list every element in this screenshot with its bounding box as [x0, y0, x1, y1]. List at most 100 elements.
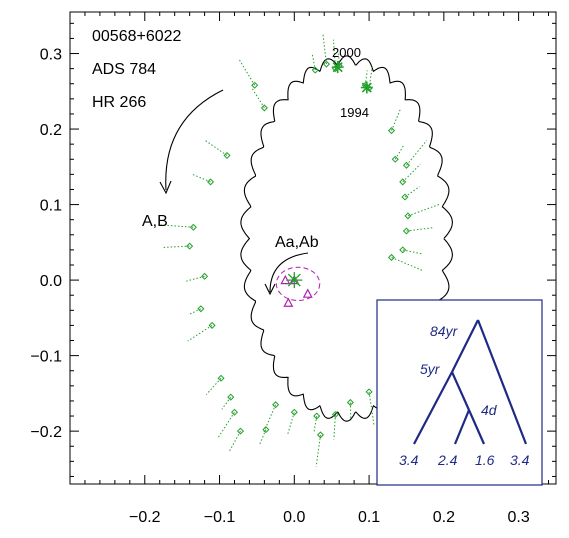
observation-point [331, 410, 339, 419]
residual-line [251, 88, 265, 109]
observation-point [391, 155, 399, 163]
y-tick-label: −0.1 [30, 349, 62, 366]
inner-orbit-label: Aa,Ab [275, 234, 319, 251]
observation-point [217, 374, 225, 382]
inset-level-4d: 4d [481, 402, 498, 418]
inset-level-5yr: 5yr [420, 361, 441, 377]
residual-line [394, 144, 405, 160]
inner-orbit-curve [275, 266, 321, 301]
outer-orbit-label: A,B [142, 213, 168, 230]
residual-line [322, 33, 327, 65]
epoch-label-2000: 2000 [332, 45, 361, 60]
observation-point [322, 60, 330, 68]
residual-line [238, 59, 256, 86]
plot-frame-layer: −0.2 −0.1 0.0 0.1 0.2 0.3 −0.2 −0.1 0.0 0.1 0.2 0.3 [30, 11, 557, 526]
residual-line [391, 256, 423, 272]
y-tick-label: 0.0 [40, 273, 62, 290]
observation-point [387, 253, 396, 261]
inner-arrow-head [264, 283, 276, 296]
residual-line [221, 396, 232, 410]
inner-measure [302, 288, 313, 298]
inset-leaf-1: 3.4 [399, 452, 419, 468]
inset-leaf-4: 3.4 [510, 452, 530, 468]
observation-point [399, 246, 407, 254]
y-tick-label: 0.1 [40, 198, 62, 215]
inset-branch-5yr [413, 371, 471, 445]
observation-point [401, 193, 409, 201]
residual-line [228, 430, 241, 452]
observation-point [316, 431, 325, 439]
epoch-label-1994: 1994 [340, 105, 369, 120]
residual-line [187, 308, 202, 316]
observation-point [387, 127, 396, 135]
residual-line [184, 275, 205, 283]
residual-line [161, 245, 190, 248]
observation-point [260, 104, 268, 112]
observations-layer [158, 33, 440, 467]
residual-line [313, 415, 318, 433]
observation-point [346, 398, 354, 406]
inset-leaf-2: 2.4 [437, 452, 458, 468]
residual-line [404, 186, 420, 198]
observation-point [236, 427, 245, 435]
observation-point [197, 305, 205, 313]
residual-line [205, 377, 222, 395]
x-tick-label: 0.1 [358, 509, 380, 526]
observation-point [365, 388, 373, 396]
residual-line [407, 204, 440, 217]
title-line-2: ADS 784 [92, 61, 156, 78]
x-tick-label: −0.1 [204, 509, 236, 526]
residual-line [191, 173, 211, 183]
x-tick-label: 0.0 [283, 509, 305, 526]
observation-point [227, 393, 235, 401]
residual-line [338, 51, 340, 66]
primary-star-marker [286, 272, 303, 289]
epoch-marker [331, 61, 344, 74]
epoch-marker [360, 81, 373, 94]
inner-motion-arrow [269, 252, 309, 293]
inset-branch-84yr [451, 319, 528, 445]
observation-point [251, 81, 259, 89]
residual-line [315, 434, 321, 467]
plot-frame [69, 11, 557, 485]
residual-line [333, 414, 336, 440]
y-tick-label: 0.3 [40, 47, 62, 64]
observation-point [189, 223, 197, 231]
observation-point [399, 178, 407, 186]
title-line-1: 00568+6022 [92, 28, 182, 45]
residual-line [259, 429, 267, 445]
residual-line [364, 70, 368, 86]
observation-point [208, 321, 216, 329]
inset-frame [376, 299, 543, 486]
inset-branch-4d [453, 409, 486, 445]
x-tick-label: 0.3 [507, 509, 529, 526]
observation-point [402, 227, 410, 235]
inset-leaf-3: 1.6 [475, 452, 495, 468]
observation-point [272, 401, 280, 409]
residual-line [187, 324, 213, 342]
observation-point [186, 242, 194, 250]
observation-point [230, 408, 239, 416]
observation-point [313, 412, 321, 420]
observation-point [404, 212, 412, 220]
observation-point [290, 408, 298, 416]
residual-line [406, 227, 433, 232]
outer-arrow-head [159, 180, 172, 195]
residual-line [286, 412, 295, 436]
x-tick-label: 0.2 [433, 509, 455, 526]
x-tick-label: −0.2 [129, 509, 161, 526]
title-line-3: HR 266 [92, 94, 146, 111]
residual-line [406, 140, 428, 166]
y-tick-label: −0.2 [30, 424, 62, 441]
observation-point [207, 178, 215, 186]
residual-line [368, 391, 375, 425]
residual-line [158, 224, 194, 228]
observation-point [223, 151, 231, 160]
residual-line [262, 404, 277, 434]
residual-line [402, 163, 421, 183]
observation-point [201, 272, 209, 280]
observation-point [311, 66, 319, 74]
observation-point [402, 161, 410, 169]
hierarchy-inset: 84yr 5yr 4d 3.4 2.4 1.6 3.4 [376, 299, 543, 486]
